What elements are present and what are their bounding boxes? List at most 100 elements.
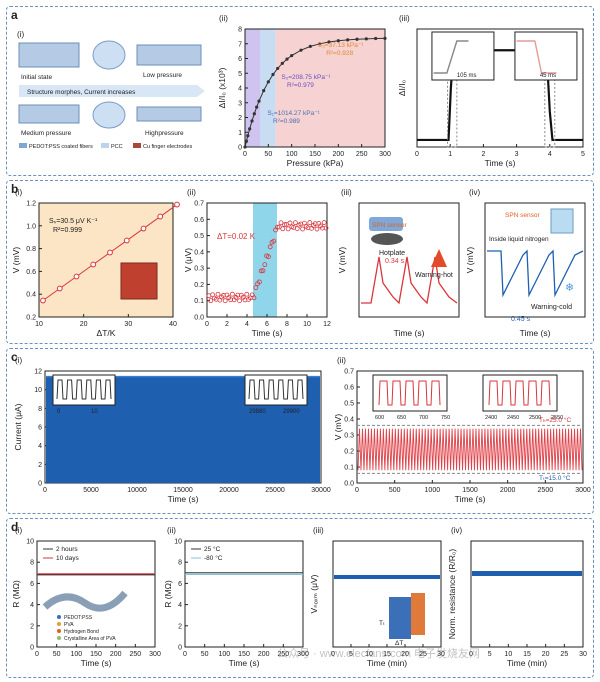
panel-a-i-schematic: (i) Initial state Low pressure Structure…: [17, 30, 205, 150]
x-tick-label: 1000: [425, 487, 441, 494]
data-point: [299, 48, 303, 52]
x-axis-label: Time (s): [168, 494, 199, 504]
y-tick-label: 0.0: [344, 481, 354, 488]
y-tick-label: 3: [238, 100, 242, 107]
state-initial: Initial state: [21, 74, 52, 81]
data-point: [282, 222, 287, 228]
y-tick-label: 0.8: [26, 246, 36, 253]
data-point: [327, 40, 331, 44]
y-axis-label: V (μV): [183, 248, 193, 272]
x-tick-label: 10: [35, 321, 43, 328]
y-tick-label: 1.0: [26, 223, 36, 230]
sensor-label: SPN sensor: [372, 222, 408, 229]
r1-label: R²=0.989: [273, 118, 300, 125]
x-tick-label: 20: [542, 651, 550, 658]
response-curve: [417, 49, 583, 142]
data-point: [383, 36, 387, 40]
data-point: [293, 220, 298, 226]
x-tick-label: 3: [515, 151, 519, 158]
inset-late-tick: 2450: [507, 415, 519, 421]
x-tick-label: 200: [110, 651, 122, 658]
data-point: [300, 226, 305, 232]
y-tick-label: 8: [38, 406, 42, 413]
legend-pcc: PCC: [111, 144, 123, 150]
x-tick-label: 15: [523, 651, 531, 658]
y-tick-label: 2: [30, 623, 34, 630]
x-tick-label: 0: [415, 151, 419, 158]
panel-c-i-chart: (i) 0 5000 10000 15000 20000 25000 30000 0 2 4 6 8 10…: [13, 356, 331, 504]
panel-a-ii-chart: (ii) 0 50 100 150 200 250 300 0 1 2 3 4 5 6 7 8 Pressure …: [217, 14, 391, 168]
subpanel-tag: (ii): [167, 526, 176, 535]
subpanel-tag: (iv): [451, 526, 462, 535]
tc-label: Tₜ=15.0 °C: [539, 474, 571, 482]
data-point: [215, 291, 221, 297]
y-tick-label: 7: [238, 41, 242, 48]
y-tick-label: 5: [238, 71, 242, 78]
data-point: [253, 285, 259, 291]
y-tick-label: 6: [30, 581, 34, 588]
y-tick-label: 10: [34, 387, 42, 394]
voltage-band: [334, 575, 440, 579]
data-point: [364, 37, 368, 41]
y-tick-label: 0: [238, 145, 242, 152]
x-tick-label: 1500: [462, 487, 478, 494]
x-tick-label: 200: [332, 151, 344, 158]
y-tick-label: 0.3: [344, 433, 354, 440]
inset-end-tick: 29900: [283, 409, 300, 415]
subpanel-tag: (iii): [399, 14, 410, 23]
hotplate-label: Hotplate: [379, 250, 405, 257]
inset-rise-time: 105 ms: [457, 73, 477, 79]
x-tick-label: 12: [323, 321, 331, 328]
data-point: [243, 145, 247, 149]
legend-10d: 10 days: [56, 555, 80, 562]
panel-a-iii-chart: (iii) 0 1 2 3 4 5 Time (s) ΔI/I₀ 105 ms 45 ms: [397, 14, 585, 168]
data-point: [290, 53, 294, 58]
panel-b-i-chart: (i) 10 20 30 40 0.2 0.4 0.6 0.8 1.0 1.2 ΔT/K V (mV) S…: [11, 188, 180, 338]
x-tick-label: 20000: [219, 487, 239, 494]
panel-a: a (i) Initial state Low pressure Structu…: [6, 6, 594, 176]
plot-frame: [416, 28, 584, 148]
y-tick-label: 10: [174, 539, 182, 546]
data-point: [90, 261, 97, 268]
panel-b: b (i) 10 20 30 40 0.2 0.4 0.6 0.8 1.0 1.2 ΔT/K V (mV…: [6, 180, 594, 344]
y-tick-label: 8: [30, 560, 34, 567]
voltage-signal: [357, 428, 583, 471]
data-point: [258, 268, 264, 274]
data-point: [271, 72, 275, 77]
panel-d-label: d: [11, 520, 19, 534]
y-tick-label: 0.4: [26, 292, 36, 299]
delta-t-label: ΔT: [395, 640, 403, 647]
delta-t-label: ΔT=0.02 K: [217, 232, 256, 241]
panel-c: c (i) 0 5000 10000 15000 20000 25000 30000 0 2 4 6 8…: [6, 348, 594, 514]
x-tick-label: 2000: [500, 487, 516, 494]
x-axis-label: Time (s): [81, 658, 112, 668]
x-tick-label: 0: [43, 487, 47, 494]
legend-cu: Cu finger electrodes: [143, 144, 192, 150]
x-tick-label: 5000: [83, 487, 99, 494]
x-tick-label: 100: [218, 651, 230, 658]
subpanel-tag: (iii): [313, 526, 324, 535]
x-axis-label: Time (s): [229, 658, 260, 668]
plot-frame: [38, 202, 174, 318]
y-tick-label: 1.2: [26, 201, 36, 208]
data-point: [252, 112, 256, 116]
y-tick-label: 0.6: [194, 217, 204, 224]
data-point: [275, 224, 280, 230]
inset-rise: [431, 31, 495, 81]
mol-legend-label: PVA: [64, 622, 74, 628]
data-point: [346, 38, 350, 42]
x-axis-label: ΔT/K: [97, 328, 116, 338]
data-point: [56, 285, 63, 292]
inset-early-tick: 600: [375, 415, 384, 421]
data-point: [250, 119, 254, 123]
x-axis-label: Time (s): [485, 158, 516, 168]
inset-early-tick: 700: [419, 415, 428, 421]
mol-legend-dot: [57, 629, 61, 633]
y-tick-label: 0.1: [344, 465, 354, 472]
y-tick-label: 0: [178, 645, 182, 652]
state-high: Highpressure: [145, 130, 184, 137]
inset-early-curve: [378, 380, 441, 406]
response-time: 0.45 s: [511, 316, 531, 323]
panel-d-iii-chart: (iii) 0 5 10 15 20 25 30 Time (min) Vₙₒₓₘ (μV) Tₜ Δ…: [309, 526, 445, 668]
x-tick-label: 200: [258, 651, 270, 658]
